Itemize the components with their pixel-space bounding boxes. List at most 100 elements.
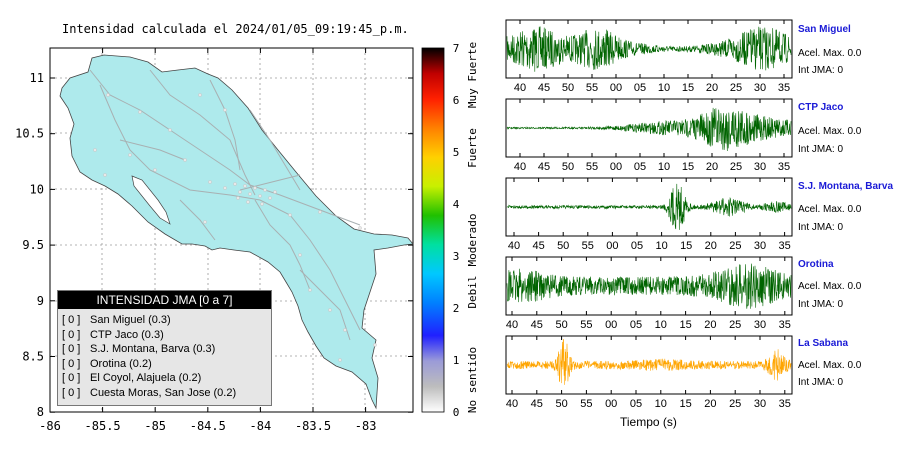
waveform-tick-label: 10 [658,161,670,173]
legend-item: [ 0 ] Cuesta Moras, San Jose (0.2) [62,386,271,401]
waveform-tick-label: 10 [658,82,670,94]
waveform-tick-label: 25 [730,161,742,173]
colorbar-value: 7 [453,42,460,55]
waveform-tick-label: 15 [682,82,694,94]
waveform-tick-label: 45 [531,319,543,331]
station-acel-3: Acel. Max. 0.0 [798,281,862,292]
waveform-tick-label: 15 [680,240,692,252]
legend-code: [ 0 ] [62,372,81,384]
station-int-0: Int JMA: 0 [798,65,844,76]
map-x-tick-label: -85 [144,419,166,433]
waveform-tick-label: 40 [506,398,518,410]
waveform-trace [506,107,792,152]
map-title: Intensidad calculada el 2024/01/05_09:19… [62,22,409,36]
legend-label: CTP Jaco (0.3) [90,328,164,341]
station-name-4: La Sabana [798,338,849,349]
waveform-tick-label: 20 [704,319,716,331]
station-int-3: Int JMA: 0 [798,299,844,310]
colorbar-category: Moderado [466,214,479,267]
colorbar-value: 1 [453,354,460,367]
waveform-panel-2: 40 45 50 55 00 05 10 15 20 25 30 35 [505,177,793,252]
colorbar-categories: No sentido Debil Moderado Fuerte Muy Fuerte [466,42,479,413]
waveform-tick-label: 00 [605,398,617,410]
station-acel-1: Acel. Max. 0.0 [798,126,862,137]
waveform-tick-label: 35 [778,161,790,173]
colorbar-value: 2 [453,302,460,315]
legend-title: INTENSIDAD JMA [0 a 7] [58,291,271,309]
station-acel-2: Acel. Max. 0.0 [798,204,862,215]
waveform-tick-label: 50 [557,240,569,252]
colorbar-category: Debil [466,275,479,308]
colorbar-ticks: 0 1 2 3 4 5 6 7 [453,42,460,419]
station-int-2: Int JMA: 0 [798,222,844,233]
map-y-axis: 11 10.5 10 9.5 9 8.5 8 [15,71,413,419]
station-acel-4: Acel. Max. 0.0 [798,360,862,371]
waveform-tick-label: 25 [729,240,741,252]
waveform-trace [506,339,792,385]
legend-item: [ 0 ] El Coyol, Alajuela (0.2) [62,371,271,386]
waveform-tick-label: 40 [514,161,526,173]
waveform-tick-label: 25 [730,82,742,94]
waveform-tick-label: 30 [754,398,766,410]
waveform-tick-label: 40 [506,319,518,331]
waveform-tick-label: 50 [562,82,574,94]
legend-list: [ 0 ] San Miguel (0.3) [ 0 ] CTP Jaco (0.3… [58,309,271,400]
waveform-tick-label: 55 [580,398,592,410]
waveform-tick-label: 15 [679,319,691,331]
waveform-tick-label: 50 [562,161,574,173]
waveform-tick-label: 50 [555,398,567,410]
legend-code: [ 0 ] [62,357,81,370]
waveform-panel-0: 40 45 50 55 00 05 10 15 20 25 30 35 [505,19,793,94]
waveform-tick-label: 55 [586,82,598,94]
waveform-tick-label: 05 [630,319,642,331]
map-x-axis: -86 -85.5 -85 -84.5 -84 -83.5 -83 [39,48,376,433]
waveform-tick-label: 35 [778,82,790,94]
legend-code: [ 0 ] [62,386,81,399]
colorbar-value: 4 [453,198,460,211]
waveform-tick-label: 40 [508,240,520,252]
colorbar-value: 3 [453,250,460,263]
waveform-tick-label: 55 [582,240,594,252]
waveform-tick-label: 30 [754,161,766,173]
colorbar-value: 6 [453,94,460,107]
station-int-4: Int JMA: 0 [798,377,844,388]
waveform-tick-label: 30 [754,240,766,252]
waveform-tick-label: 10 [655,319,667,331]
waveform-tick-label: 10 [655,240,667,252]
gulf-of-nicoya [131,175,171,225]
legend-label: El Coyol, Alajuela (0.2) [90,372,202,384]
waveform-tick-label: 20 [706,161,718,173]
map-y-tick-label: 8 [37,405,44,419]
map-y-tick-label: 9.5 [22,238,44,252]
station-acel-0: Acel. Max. 0.0 [798,48,862,59]
waveform-tick-label: 30 [754,82,766,94]
legend-label: S.J. Montana, Barva (0.3) [90,343,216,355]
station-name-1: CTP Jaco [798,102,844,113]
waveform-tick-label: 00 [610,82,622,94]
waveform-trace [506,26,792,72]
waveform-panel-3: 40 45 50 55 00 05 10 15 20 25 30 35 [505,256,793,331]
station-markers [93,93,377,362]
station-int-1: Int JMA: 0 [798,144,844,155]
legend-code: [ 0 ] [62,314,81,326]
legend-item: [ 0 ] Orotina (0.2) [62,357,271,372]
intensity-colorbar [421,47,445,413]
map-y-tick-label: 9 [37,294,44,308]
map-x-tick-label: -83.5 [295,419,331,433]
waveform-tick-label: 00 [605,319,617,331]
legend-item: [ 0 ] S.J. Montana, Barva (0.3) [62,342,271,357]
waveform-tick-label: 20 [706,82,718,94]
waveform-tick-label: 30 [754,319,766,331]
station-name-0: San Miguel [798,24,851,35]
legend-label: Orotina (0.2) [90,357,152,370]
waveform-tick-label: 50 [555,319,567,331]
waveform-tick-label: 10 [655,398,667,410]
legend-code: [ 0 ] [62,343,81,355]
map-y-tick-label: 10 [30,182,44,196]
waveform-tick-label: 20 [704,398,716,410]
waveform-tick-label: 00 [610,161,622,173]
waveform-tick-label: 55 [580,319,592,331]
waveform-tick-label: 15 [679,398,691,410]
legend-item: [ 0 ] San Miguel (0.3) [62,313,271,328]
